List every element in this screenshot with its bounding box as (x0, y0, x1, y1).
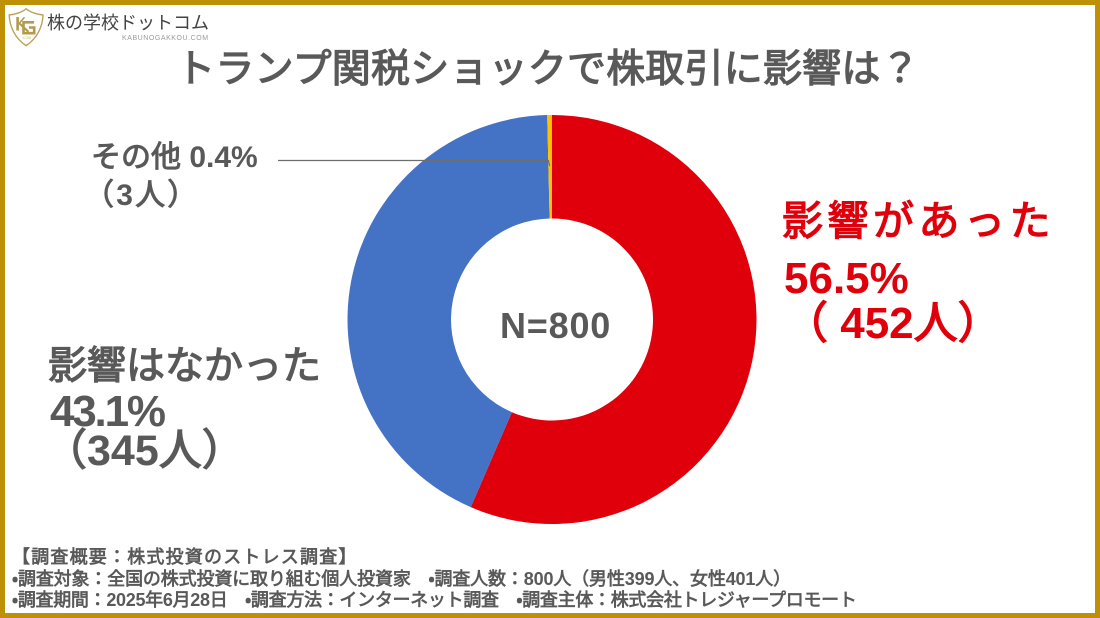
svg-text:.COM: .COM (22, 36, 32, 40)
